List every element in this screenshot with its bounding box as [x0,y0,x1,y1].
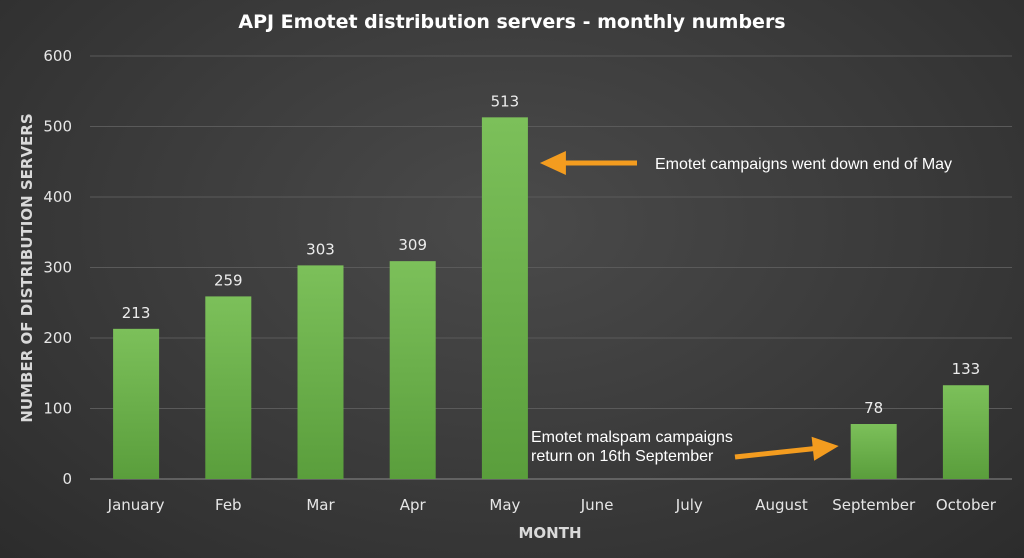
x-tick-label: June [580,496,614,514]
y-tick-label: 600 [43,47,72,65]
x-tick-label: July [675,496,703,514]
y-tick-label: 400 [43,188,72,206]
data-label: 78 [864,399,883,417]
y-tick-label: 300 [43,259,72,277]
y-tick-label: 0 [62,470,72,488]
annotation-arrow [734,436,839,461]
x-tick-label: October [936,496,997,514]
x-tick-label: September [832,496,916,514]
bars [113,117,989,480]
data-label: 309 [398,236,427,254]
bar [481,117,528,480]
chart-title: APJ Emotet distribution servers - monthl… [238,11,785,33]
annotation-text: Emotet malspam campaigns [531,429,733,446]
data-label: 213 [122,304,151,322]
x-tick-label: Feb [215,496,242,514]
annotations: Emotet campaigns went down end of May Emo… [531,151,952,465]
x-tick-label: Mar [306,496,335,514]
axis-ticks: 0 100 200 300 400 500 600 January Feb Mar Apr May Ju… [43,47,996,514]
y-axis-title: NUMBER OF DISTRIBUTION SERVERS [18,113,36,422]
data-labels: 213 259 303 309 513 78 133 [122,92,980,417]
data-label: 133 [952,360,981,378]
annotation-text: return on 16th September [531,448,714,465]
x-tick-label: August [755,496,808,514]
data-label: 303 [306,240,335,258]
annotation-arrow [539,151,637,175]
data-label: 259 [214,271,243,289]
bar [205,296,252,479]
x-tick-label: Apr [400,496,427,514]
x-tick-label: May [489,496,520,514]
x-tick-label: January [107,496,165,514]
bar [942,385,989,479]
bar [850,424,897,479]
bar [113,328,160,479]
data-label: 513 [491,92,520,110]
bar [389,261,436,479]
x-axis-title: MONTH [518,524,581,542]
y-tick-label: 200 [43,329,72,347]
bar [297,265,344,479]
annotation-text: Emotet campaigns went down end of May [655,156,952,173]
y-tick-label: 500 [43,118,72,136]
y-tick-label: 100 [43,400,72,418]
